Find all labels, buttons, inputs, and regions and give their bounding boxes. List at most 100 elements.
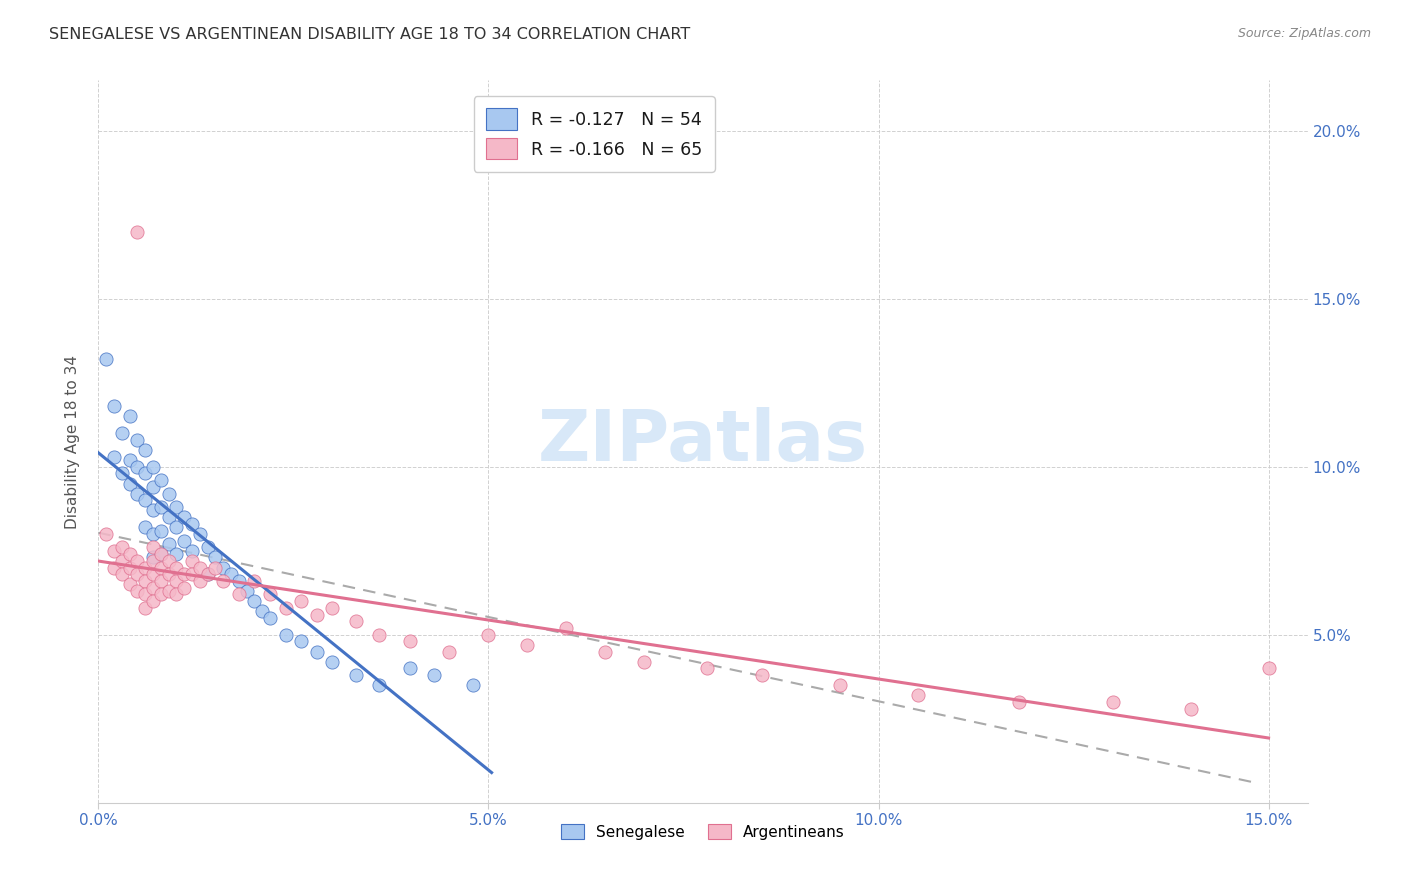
Point	[344, 615, 367, 629]
Point	[103, 543, 125, 558]
Point	[259, 587, 281, 601]
Point	[188, 574, 211, 588]
Point	[149, 547, 172, 561]
Y-axis label: Disability Age 18 to 34: Disability Age 18 to 34	[65, 354, 80, 529]
Point	[127, 584, 149, 599]
Point	[188, 560, 211, 574]
Point	[181, 567, 204, 582]
Point	[368, 628, 391, 642]
Point	[134, 600, 156, 615]
Point	[157, 584, 180, 599]
Point	[344, 668, 367, 682]
Point	[111, 554, 134, 568]
Point	[1008, 695, 1031, 709]
Point	[1180, 702, 1202, 716]
Point	[228, 587, 250, 601]
Point	[1101, 695, 1123, 709]
Point	[127, 433, 149, 447]
Point	[181, 554, 204, 568]
Point	[516, 638, 538, 652]
Point	[252, 604, 274, 618]
Point	[134, 587, 156, 601]
Point	[142, 527, 165, 541]
Point	[134, 442, 156, 457]
Point	[173, 510, 195, 524]
Point	[439, 644, 461, 658]
Point	[118, 476, 141, 491]
Text: Source: ZipAtlas.com: Source: ZipAtlas.com	[1237, 27, 1371, 40]
Point	[907, 688, 929, 702]
Point	[127, 225, 149, 239]
Point	[142, 550, 165, 565]
Point	[204, 560, 226, 574]
Point	[165, 587, 187, 601]
Point	[197, 567, 219, 582]
Point	[290, 594, 312, 608]
Point	[118, 453, 141, 467]
Point	[157, 567, 180, 582]
Point	[204, 550, 226, 565]
Point	[165, 560, 187, 574]
Point	[197, 541, 219, 555]
Point	[555, 621, 578, 635]
Point	[399, 661, 422, 675]
Point	[235, 584, 257, 599]
Point	[1257, 661, 1279, 675]
Point	[751, 668, 773, 682]
Point	[149, 560, 172, 574]
Point	[399, 634, 422, 648]
Point	[134, 493, 156, 508]
Point	[274, 628, 297, 642]
Point	[111, 467, 134, 481]
Point	[127, 486, 149, 500]
Point	[173, 567, 195, 582]
Text: SENEGALESE VS ARGENTINEAN DISABILITY AGE 18 TO 34 CORRELATION CHART: SENEGALESE VS ARGENTINEAN DISABILITY AGE…	[49, 27, 690, 42]
Point	[181, 516, 204, 531]
Point	[595, 644, 617, 658]
Point	[633, 655, 655, 669]
Point	[96, 352, 118, 367]
Point	[274, 600, 297, 615]
Point	[134, 520, 156, 534]
Point	[103, 560, 125, 574]
Point	[157, 537, 180, 551]
Point	[134, 574, 156, 588]
Point	[103, 450, 125, 464]
Point	[118, 547, 141, 561]
Point	[142, 554, 165, 568]
Point	[368, 678, 391, 692]
Point	[165, 520, 187, 534]
Point	[165, 574, 187, 588]
Point	[134, 560, 156, 574]
Point	[290, 634, 312, 648]
Point	[321, 655, 343, 669]
Point	[423, 668, 446, 682]
Point	[142, 541, 165, 555]
Point	[305, 607, 328, 622]
Point	[173, 581, 195, 595]
Point	[142, 459, 165, 474]
Text: ZIPatlas: ZIPatlas	[538, 407, 868, 476]
Point	[127, 459, 149, 474]
Point	[321, 600, 343, 615]
Point	[149, 500, 172, 514]
Point	[157, 510, 180, 524]
Point	[127, 554, 149, 568]
Point	[305, 644, 328, 658]
Point	[243, 594, 266, 608]
Point	[477, 628, 499, 642]
Point	[197, 567, 219, 582]
Point	[188, 527, 211, 541]
Point	[111, 541, 134, 555]
Point	[149, 524, 172, 538]
Point	[212, 560, 235, 574]
Point	[157, 486, 180, 500]
Point	[228, 574, 250, 588]
Point	[212, 574, 235, 588]
Point	[165, 500, 187, 514]
Point	[142, 480, 165, 494]
Point	[142, 567, 165, 582]
Point	[142, 594, 165, 608]
Point	[118, 577, 141, 591]
Point	[149, 473, 172, 487]
